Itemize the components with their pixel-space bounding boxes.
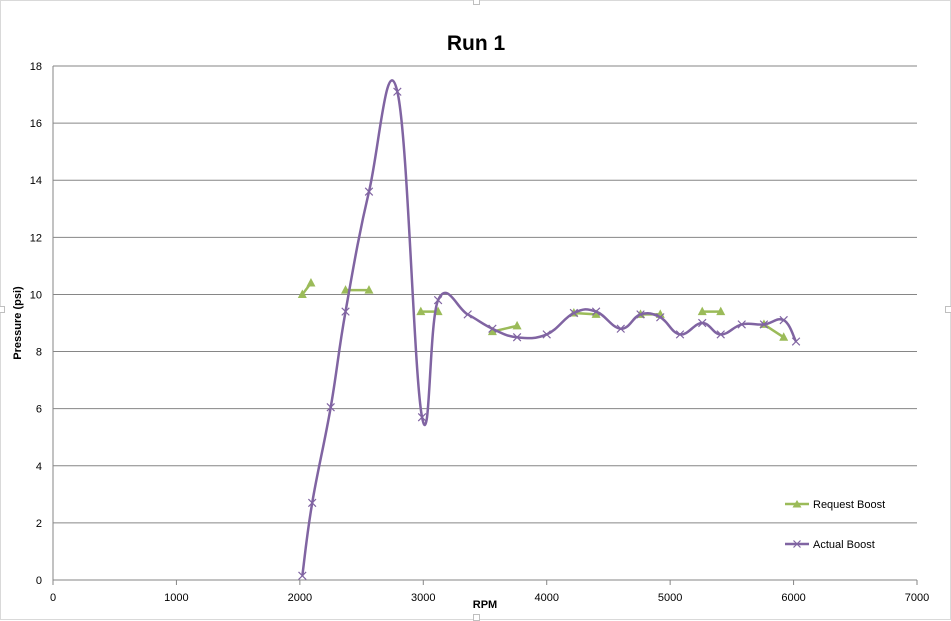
- legend-item-actual-boost[interactable]: Actual Boost: [785, 539, 875, 551]
- data-point-x: [791, 337, 801, 346]
- y-tick-label: 16: [30, 118, 42, 130]
- data-point-x: [512, 333, 522, 342]
- data-point-triangle: [697, 306, 707, 316]
- data-point-triangle: [364, 285, 374, 294]
- data-point-x: [675, 330, 685, 339]
- legend-label-request-boost: Request Boost: [813, 499, 885, 511]
- data-point-x: [698, 318, 707, 328]
- data-point-triangle: [306, 278, 316, 287]
- x-tick-label: 0: [50, 592, 56, 604]
- y-tick-label: 2: [36, 518, 42, 530]
- x-tick-label: 2000: [288, 592, 312, 604]
- x-tick-label: 7000: [905, 592, 929, 604]
- data-point-triangle: [512, 320, 522, 330]
- chart-title: Run 1: [447, 32, 506, 55]
- series-actual-boost: [298, 79, 801, 580]
- legend-label-actual-boost: Actual Boost: [813, 539, 875, 551]
- data-point-triangle: [591, 309, 601, 318]
- x-tick-label: 4000: [534, 592, 558, 604]
- data-point-triangle: [416, 306, 426, 316]
- data-point-x: [542, 330, 551, 339]
- y-tick-label: 4: [36, 461, 42, 473]
- y-tick-label: 10: [30, 289, 42, 301]
- y-tick-label: 0: [36, 575, 42, 587]
- x-tick-label: 6000: [781, 592, 805, 604]
- y-axis-ticks: 0 2 4 6 8 10 12 14 16 18: [30, 61, 42, 587]
- data-point-x: [326, 403, 335, 412]
- data-point-x: [433, 295, 443, 305]
- x-tick-label: 3000: [411, 592, 435, 604]
- data-point-x: [307, 498, 317, 508]
- resize-handle-right[interactable]: [945, 306, 951, 313]
- y-tick-label: 8: [36, 347, 42, 359]
- data-point-x: [393, 87, 402, 96]
- y-tick-label: 6: [36, 404, 42, 416]
- x-axis-ticks: 0 1000 2000 3000 4000 5000 6000 7000: [50, 580, 929, 604]
- resize-handle-left[interactable]: [0, 306, 5, 313]
- gridlines: [52, 65, 917, 581]
- data-point-x: [364, 187, 374, 196]
- data-point-triangle: [487, 326, 497, 336]
- data-point-x: [779, 315, 788, 325]
- data-point-x: [759, 320, 769, 329]
- data-point-x: [656, 313, 665, 322]
- data-point-x: [463, 310, 472, 319]
- series-line-segment: [573, 311, 597, 316]
- data-point-x: [298, 571, 307, 580]
- x-marker-icon: [793, 540, 801, 548]
- data-point-triangle: [716, 306, 726, 316]
- resize-handle-top[interactable]: [473, 0, 480, 5]
- data-point-triangle: [297, 289, 307, 298]
- y-tick-label: 12: [30, 232, 42, 244]
- data-point-triangle: [779, 332, 789, 341]
- x-tick-label: 1000: [164, 592, 188, 604]
- data-point-triangle: [341, 285, 351, 294]
- legend[interactable]: Request Boost Actual Boost: [785, 499, 885, 551]
- data-point-x: [636, 310, 645, 319]
- data-point-x: [341, 307, 350, 316]
- plot-series: [297, 79, 801, 580]
- legend-item-request-boost[interactable]: Request Boost: [785, 499, 885, 511]
- y-axis-label: Pressure (psi): [12, 286, 24, 360]
- y-tick-label: 14: [30, 175, 42, 187]
- data-point-x: [591, 307, 601, 316]
- data-point-x: [488, 324, 497, 333]
- data-point-x: [737, 320, 746, 329]
- data-point-x: [569, 308, 579, 318]
- x-tick-label: 5000: [658, 592, 682, 604]
- series-line: [301, 79, 798, 576]
- x-axis-label: RPM: [473, 599, 497, 611]
- data-point-x: [417, 413, 427, 422]
- y-tick-label: 18: [30, 61, 42, 73]
- data-point-x: [716, 330, 725, 339]
- triangle-marker-icon: [792, 500, 802, 508]
- data-point-x: [616, 324, 625, 333]
